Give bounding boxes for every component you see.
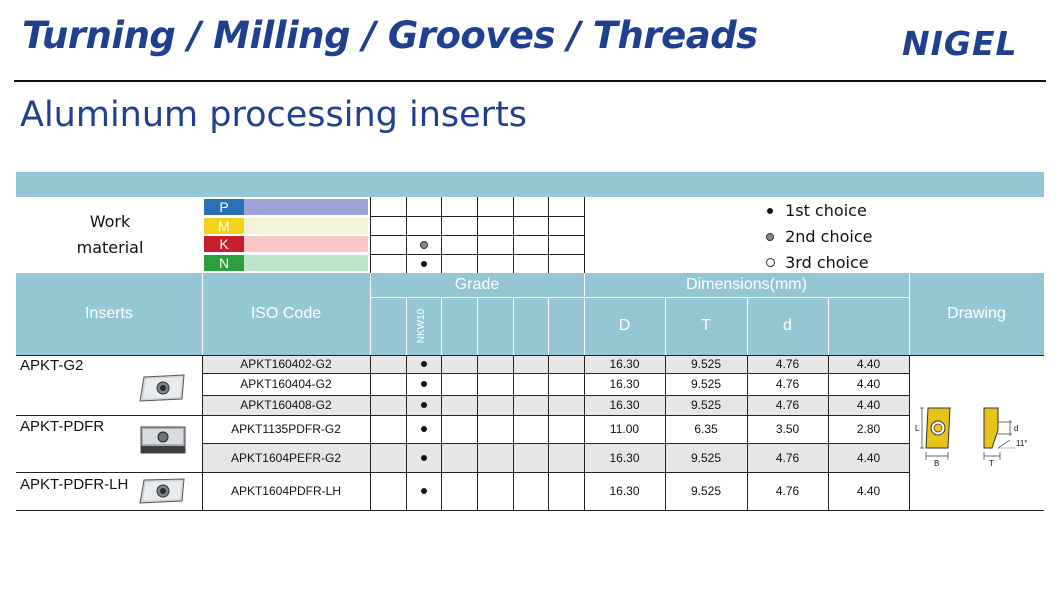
row-dim-t: 9.525 [690, 357, 722, 371]
header-dim-t: T [701, 317, 711, 334]
material-bar-n [244, 255, 368, 271]
row-dim-d-outer: 16.30 [609, 450, 640, 465]
insert-group-apkt-pdfr-lh: APKT-PDFR-LH [20, 476, 129, 493]
row-dim-d-outer: 16.30 [609, 398, 640, 412]
row-grade-mark [406, 472, 441, 510]
legend-third-choice: 3rd choice [760, 253, 869, 272]
row-dim-d-inner: 4.76 [775, 357, 800, 371]
row-grade-mark [406, 373, 441, 395]
material-letter-k: K [204, 236, 244, 252]
row-dim-t: 6.35 [694, 422, 718, 436]
row-dim-d-inner: 4.76 [775, 484, 800, 498]
row-dim-d-outer: 16.30 [609, 484, 640, 498]
legend-second-choice: 2nd choice [760, 227, 872, 246]
header-drawing: Drawing [947, 305, 1006, 322]
header-divider [14, 80, 1046, 82]
nigel-logo: NIGEL [902, 24, 1018, 63]
row-dim-d-outer: 11.00 [609, 422, 640, 436]
material-letter-m: M [204, 218, 244, 234]
row-iso-code: APKT1135PDFR-G2 [231, 422, 341, 436]
header-inserts: Inserts [84, 305, 133, 322]
material-letter-p: P [204, 199, 244, 215]
row-dim-d-outer: 16.30 [609, 377, 640, 391]
page-header-title: Turning / Milling / Grooves / Threads [22, 14, 758, 57]
work-material-label: Work material [76, 212, 144, 257]
page-subtitle: Aluminum processing inserts [20, 95, 528, 135]
row-iso-code: APKT160404-G2 [240, 377, 332, 391]
row-dim-t: 9.525 [690, 398, 722, 412]
header-dim-d-inner: d [783, 317, 792, 334]
insert-image-apkt-g2 [139, 374, 185, 402]
header-iso-code: ISO Code [250, 305, 322, 322]
material-letter-n: N [204, 255, 244, 271]
row-iso-code: APKT160402-G2 [240, 357, 332, 371]
table-header-band [16, 273, 1044, 355]
row-dim-d-inner: 4.76 [775, 398, 800, 412]
table-top-band [16, 172, 1044, 197]
row-dim-d-inner: 4.76 [775, 450, 800, 465]
header-dimensions: Dimensions(mm) [686, 276, 807, 293]
drawing-label-l: L [915, 424, 920, 433]
insert-image-apkt-pdfr [140, 426, 186, 454]
insert-group-apkt-pdfr: APKT-PDFR [20, 418, 105, 435]
insert-group-apkt-g2: APKT-G2 [20, 357, 84, 374]
row-dim-4: 4.40 [856, 450, 881, 465]
row-dim-d-inner: 3.50 [775, 422, 800, 436]
row-grade-mark [406, 443, 441, 472]
material-bar-p [244, 199, 368, 215]
grade-mark-n-1st-choice [406, 255, 441, 273]
row-dim-d-inner: 4.76 [775, 377, 800, 391]
row-dim-4: 4.40 [856, 398, 881, 412]
drawing-label-d: d [1014, 424, 1018, 433]
row-dim-4: 4.40 [856, 484, 881, 498]
row-dim-4: 4.40 [856, 357, 881, 371]
row-dim-d-outer: 16.30 [609, 357, 640, 371]
grade-mark-k-2nd-choice [406, 236, 441, 254]
legend-first-choice: 1st choice [760, 201, 867, 220]
header-dim-d-outer: D [618, 317, 631, 334]
insert-image-apkt-pdfr-lh [139, 478, 185, 504]
row-iso-code: APKT1604PEFR-G2 [230, 450, 342, 465]
material-bar-m [244, 218, 368, 234]
row-dim-t: 9.525 [690, 450, 722, 465]
drawing-label-t: T [989, 459, 994, 468]
insert-technical-drawing: L B d T 11° [915, 407, 1028, 468]
row-dim-t: 9.525 [690, 377, 722, 391]
header-grade: Grade [454, 276, 500, 293]
material-bar-k [244, 236, 368, 252]
row-dim-4: 2.80 [856, 422, 881, 436]
header-dim-4 [828, 297, 909, 355]
row-grade-mark [406, 415, 441, 443]
drawing-label-b: B [934, 459, 939, 468]
row-grade-mark [406, 395, 441, 415]
row-grade-mark [406, 355, 441, 373]
drawing-label-angle: 11° [1016, 439, 1028, 448]
row-dim-4: 4.40 [856, 377, 881, 391]
row-iso-code: APKT1604PDFR-LH [230, 484, 342, 498]
row-iso-code: APKT160408-G2 [240, 398, 332, 412]
header-grade-nkw10: NKW10 [416, 308, 427, 344]
row-dim-t: 9.525 [690, 484, 722, 498]
